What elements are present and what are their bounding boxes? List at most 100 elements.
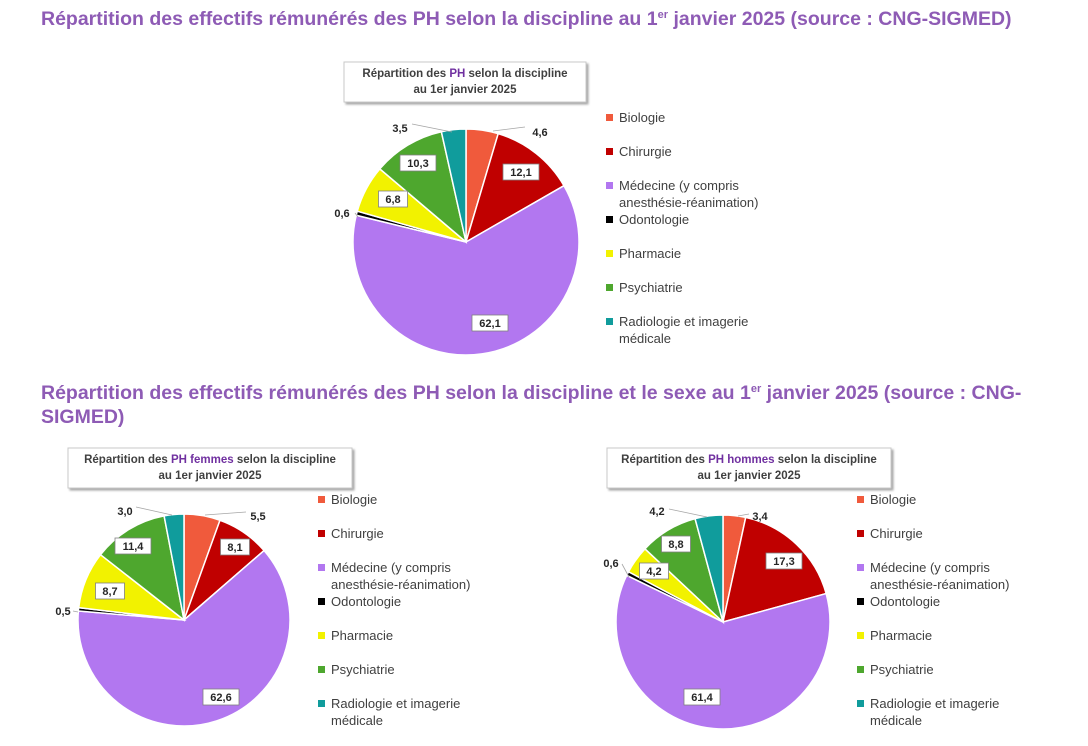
legend-swatch-chirurgie <box>857 530 864 537</box>
leader-line-radiologie <box>411 123 453 133</box>
data-label-medecine: 62,1 <box>479 318 500 330</box>
legend-label-odontologie: Odontologie <box>870 594 940 609</box>
legend-label-radiologie: Radiologie et imagerie médicale <box>331 696 460 728</box>
pie-slice-radiologie <box>163 513 185 621</box>
data-label-box-chirurgie <box>765 552 803 570</box>
legend-swatch-psychiatrie <box>857 666 864 673</box>
leader-line-odontologie <box>354 212 359 218</box>
data-label-psychiatrie: 11,4 <box>123 541 145 553</box>
data-label-box-psychiatrie <box>661 535 691 553</box>
data-label-radiologie: 3,5 <box>392 123 407 135</box>
data-label-medecine: 62,6 <box>210 692 231 704</box>
leader-line-radiologie <box>135 506 173 516</box>
chart-title: Répartition des PH hommes selon la disci… <box>621 454 877 466</box>
legend-label-odontologie: Odontologie <box>619 212 689 227</box>
chart-title: Répartition des PH femmes selon la disci… <box>84 454 336 466</box>
legend-swatch-radiologie <box>318 700 325 707</box>
pie-chart-ph: 4,6 12,1 62,1 0,6 6,8 10,3 3,5 Répartition des … <box>334 61 758 356</box>
pie-slice-medecine <box>615 574 831 730</box>
chart-title-box <box>67 447 353 489</box>
heading-1-rest: janvier 2025 (source : CNG-SIGMED) <box>668 8 1012 30</box>
legend-label-psychiatrie: Psychiatrie <box>619 280 683 295</box>
legend-swatch-biologie <box>857 496 864 503</box>
legend-label-radiologie: Radiologie et imagerie médicale <box>619 314 748 346</box>
data-label-chirurgie: 8,1 <box>227 542 242 554</box>
data-label-box-pharmacie <box>95 582 125 600</box>
legend-swatch-chirurgie <box>606 148 613 155</box>
data-label-box-chirurgie <box>220 538 250 556</box>
heading-2-text: Répartition des effectifs rémunérés des … <box>41 382 751 404</box>
legend-label-radiologie: Radiologie et imagerie médicale <box>870 696 999 728</box>
data-label-psychiatrie: 10,3 <box>407 158 428 170</box>
leader-line-biologie <box>204 511 247 516</box>
chart-title-line2: au 1er janvier 2025 <box>414 84 518 96</box>
pie-slice-chirurgie <box>722 516 828 624</box>
pie-slice-radiologie <box>440 128 467 243</box>
heading-2-sup: er <box>750 383 762 395</box>
leader-line-odontologie <box>72 610 79 613</box>
data-label-pharmacie: 6,8 <box>385 194 400 206</box>
data-label-box-medecine <box>683 688 721 706</box>
leader-line-radiologie <box>668 508 708 518</box>
heading-1-sup: er <box>657 9 669 21</box>
leader-line-biologie <box>492 126 526 132</box>
chart-title-line2: au 1er janvier 2025 <box>159 470 263 482</box>
legend-label-biologie: Biologie <box>870 492 916 507</box>
pie-slice-chirurgie <box>464 132 566 244</box>
legend-swatch-psychiatrie <box>318 666 325 673</box>
heading-2-rest: janvier 2025 (source : CNG-SIGMED) <box>41 382 1022 428</box>
legend-swatch-biologie <box>606 114 613 121</box>
legend-swatch-radiologie <box>857 700 864 707</box>
data-label-medecine: 61,4 <box>691 692 713 704</box>
legend-label-biologie: Biologie <box>619 110 665 125</box>
data-label-pharmacie: 4,2 <box>646 566 661 578</box>
legend-label-medecine: Médecine (y compris anesthésie-réanimatio… <box>870 560 1009 592</box>
pie-slice-medecine <box>352 184 580 356</box>
heading-1-text: Répartition des effectifs rémunérés des … <box>41 8 658 30</box>
leader-line-odontologie <box>621 563 630 578</box>
data-label-box-medecine <box>471 314 509 332</box>
section-heading-2: Répartition des effectifs rémunérés des … <box>41 381 1071 429</box>
legend-swatch-chirurgie <box>318 530 325 537</box>
legend-label-chirurgie: Chirurgie <box>331 526 384 541</box>
pie-slice-medecine <box>77 549 291 727</box>
legend-label-chirurgie: Chirurgie <box>619 144 672 159</box>
legend-label-psychiatrie: Psychiatrie <box>331 662 395 677</box>
chart-title-box <box>343 61 587 103</box>
legend-label-pharmacie: Pharmacie <box>331 628 393 643</box>
legend-label-pharmacie: Pharmacie <box>870 628 932 643</box>
legend-swatch-medecine <box>318 564 325 571</box>
legend-label-medecine: Médecine (y compris anesthésie-réanimatio… <box>331 560 470 592</box>
legend-label-pharmacie: Pharmacie <box>619 246 681 261</box>
legend-swatch-psychiatrie <box>606 284 613 291</box>
pie-slice-radiologie <box>694 514 724 623</box>
legend-swatch-odontologie <box>606 216 613 223</box>
data-label-chirurgie: 12,1 <box>510 167 531 179</box>
data-label-pharmacie: 8,7 <box>102 586 117 598</box>
data-label-box-medecine <box>202 688 240 706</box>
data-label-odontologie: 0,6 <box>334 208 349 220</box>
legend-label-psychiatrie: Psychiatrie <box>870 662 934 677</box>
legend-swatch-odontologie <box>857 598 864 605</box>
data-label-odontologie: 0,5 <box>55 606 70 618</box>
legend-label-medecine: Médecine (y compris anesthésie-réanimatio… <box>619 178 758 210</box>
legend-swatch-radiologie <box>606 318 613 325</box>
data-label-box-pharmacie <box>639 562 669 580</box>
section-heading-1: Répartition des effectifs rémunérés des … <box>41 7 1012 31</box>
chart-title-box <box>606 447 892 489</box>
data-label-biologie: 4,6 <box>532 127 547 139</box>
legend-swatch-biologie <box>318 496 325 503</box>
legend-swatch-medecine <box>606 182 613 189</box>
leader-line-biologie <box>737 513 750 517</box>
data-label-biologie: 5,5 <box>250 511 265 523</box>
legend-label-odontologie: Odontologie <box>331 594 401 609</box>
legend-swatch-medecine <box>857 564 864 571</box>
legend-swatch-pharmacie <box>606 250 613 257</box>
data-label-radiologie: 3,0 <box>117 506 132 518</box>
legend-swatch-odontologie <box>318 598 325 605</box>
data-label-radiologie: 4,2 <box>649 506 664 518</box>
data-label-box-pharmacie <box>378 190 408 208</box>
legend-label-biologie: Biologie <box>331 492 377 507</box>
